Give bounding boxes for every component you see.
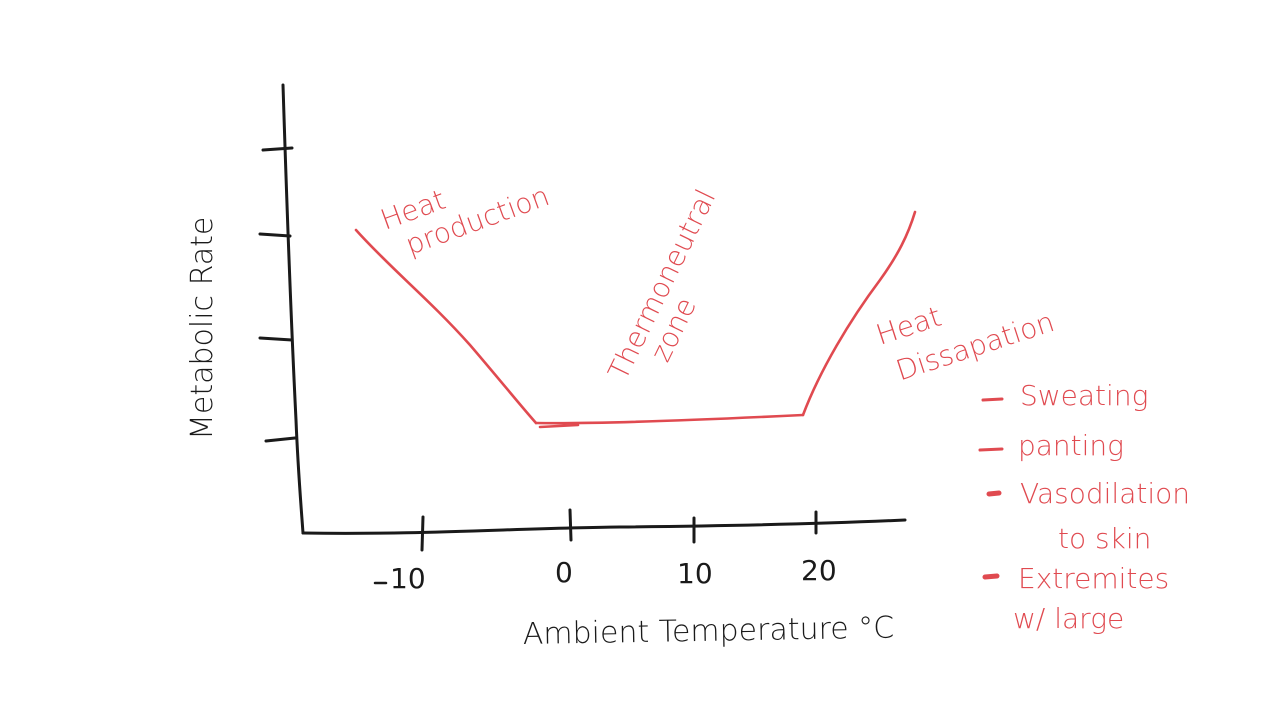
- x-tick-label-4: 20: [801, 554, 837, 587]
- x-tick-label-2: 0: [555, 556, 573, 589]
- list-item: Vasodilation to skin: [986, 477, 1190, 555]
- list-item-text: Vasodilation: [1020, 477, 1190, 510]
- list-item-text-continued: w/ large: [1013, 602, 1124, 635]
- y-tick-4: [264, 436, 297, 443]
- list-item: Extremites w/ large: [982, 562, 1169, 635]
- heat-dissipation-segment: [801, 210, 917, 417]
- list-item-text-continued: to skin: [1058, 522, 1151, 555]
- dissipation-list: Sweating panting Vasodilation to skin Ex…: [978, 379, 1190, 635]
- list-bullet: [978, 447, 1004, 452]
- thermoneutral-mark: [538, 423, 580, 429]
- list-bullet: [986, 490, 1002, 497]
- x-tick-labels: 10 0 10 20: [373, 554, 837, 595]
- list-item-text: Extremites: [1018, 562, 1169, 595]
- heat-production-annotation: Heat production: [376, 179, 554, 261]
- y-tick-1: [261, 146, 294, 152]
- x-tick-1: [420, 515, 425, 552]
- list-item: Sweating: [981, 379, 1148, 412]
- list-bullet: [981, 397, 1004, 402]
- x-axis-line: [301, 518, 907, 535]
- y-tick-2: [258, 232, 292, 238]
- y-axis-line: [281, 83, 305, 535]
- list-bullet: [982, 573, 1000, 580]
- heat-dissipation-annotation: Heat Dissapation: [872, 300, 1058, 387]
- list-item: panting: [978, 429, 1124, 462]
- y-tick-3: [258, 336, 294, 342]
- thermoneutral-annotation: Thermoneutral zone: [602, 184, 723, 385]
- list-item-text: panting: [1018, 429, 1124, 462]
- metabolic-curve: [354, 210, 917, 429]
- axes: [258, 83, 907, 552]
- heat-production-segment: [354, 228, 538, 425]
- list-item-text: Sweating: [1020, 379, 1148, 412]
- x-tick-label-1: 10: [390, 562, 426, 595]
- x-tick-2: [568, 508, 573, 542]
- y-axis-label: Metabolic Rate: [185, 217, 220, 440]
- x-tick-label-3: 10: [677, 557, 713, 590]
- x-axis-label: Ambient Temperature °C: [523, 611, 895, 652]
- thermoneutral-segment: [534, 413, 805, 425]
